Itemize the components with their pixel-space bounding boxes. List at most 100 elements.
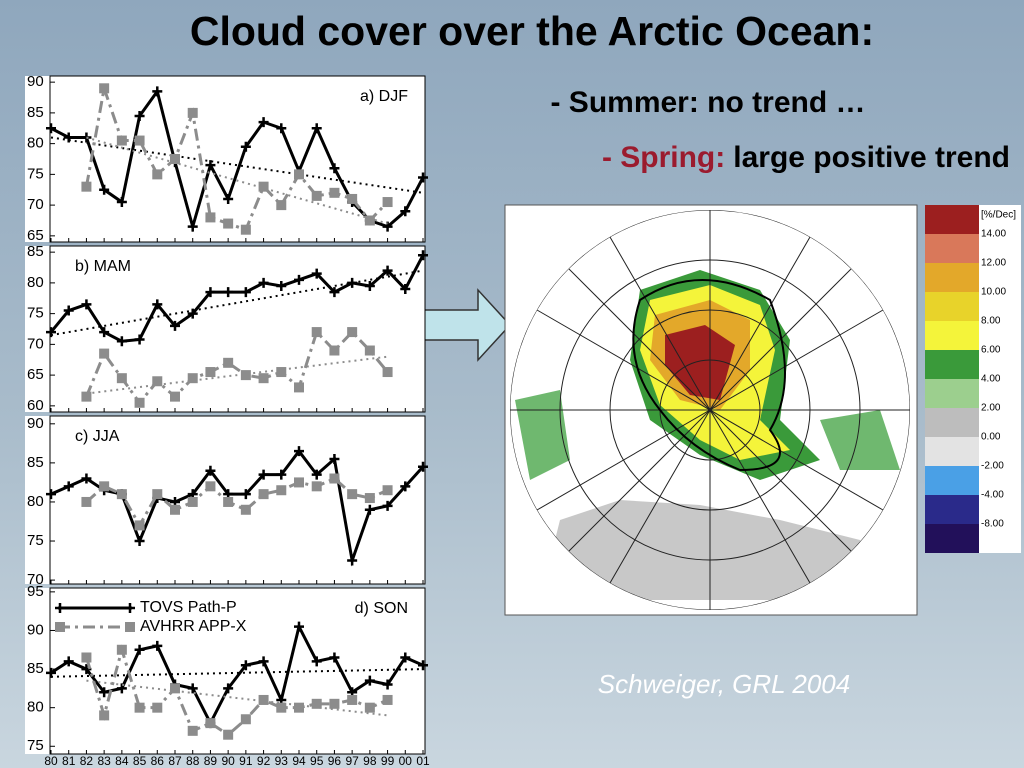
marker [152, 702, 163, 713]
marker [329, 453, 340, 464]
marker [240, 714, 251, 725]
marker [116, 135, 127, 146]
x-tick-label: 00 [399, 754, 413, 768]
trend-line [86, 136, 388, 225]
marker [116, 683, 127, 694]
marker [418, 660, 428, 671]
marker [46, 123, 56, 134]
spring-text: large positive trend [733, 141, 1010, 174]
color-swatch [925, 292, 979, 321]
marker [329, 652, 340, 663]
marker [240, 224, 251, 235]
color-swatch [925, 466, 979, 495]
marker [99, 687, 110, 698]
marker [46, 327, 56, 338]
marker [187, 373, 198, 384]
marker [205, 287, 216, 298]
marker [400, 206, 411, 217]
marker [400, 652, 411, 663]
marker [258, 117, 269, 128]
marker [134, 334, 145, 345]
map [504, 204, 918, 616]
marker [134, 110, 145, 121]
marker [187, 496, 198, 507]
marker [81, 496, 92, 507]
marker [63, 656, 74, 667]
series-line [84, 644, 389, 737]
x-tick-label: 88 [186, 754, 200, 768]
marker [240, 504, 251, 515]
marker [99, 83, 110, 94]
marker [329, 698, 340, 709]
marker [205, 212, 216, 223]
marker [99, 481, 110, 492]
x-tick-label: 82 [80, 754, 94, 768]
marker [382, 485, 393, 496]
color-swatch [925, 408, 979, 437]
colorbar-label: 14.00 [981, 229, 1006, 240]
marker [81, 299, 92, 310]
x-tick-label: 89 [204, 754, 218, 768]
y-tick-label: 75 [27, 737, 44, 754]
marker [276, 469, 287, 480]
x-tick-label: 84 [115, 754, 129, 768]
plot-area [49, 415, 426, 585]
marker [418, 250, 428, 261]
marker [223, 287, 234, 298]
y-tick-label: 75 [27, 305, 44, 322]
marker [152, 86, 163, 97]
marker [294, 702, 304, 713]
marker [134, 397, 145, 408]
marker [63, 481, 74, 492]
marker [382, 679, 393, 690]
map-fill [510, 210, 910, 610]
x-tick-label: 94 [292, 754, 306, 768]
marker [134, 536, 145, 547]
marker [205, 160, 216, 171]
marker [63, 132, 74, 143]
marker [311, 469, 322, 480]
marker [99, 348, 110, 359]
marker [311, 698, 322, 709]
marker [116, 644, 127, 655]
marker [81, 652, 92, 663]
label-strip [25, 416, 50, 584]
series-line [50, 622, 424, 727]
marker [134, 520, 145, 531]
marker [63, 305, 74, 316]
marker [294, 274, 304, 285]
marker [382, 694, 393, 705]
marker [311, 123, 322, 134]
label-strip [25, 588, 50, 754]
x-tick-label: 92 [257, 754, 271, 768]
colorbar-label: -4.00 [981, 490, 1004, 501]
trend-line [50, 668, 424, 678]
marker [223, 218, 234, 229]
legend-label: AVHRR APP-X [140, 618, 247, 635]
marker [258, 373, 269, 384]
y-tick-label: 70 [27, 196, 44, 213]
marker [152, 640, 163, 651]
x-tick-label: 97 [345, 754, 359, 768]
marker [400, 284, 411, 295]
panel-label: b) MAM [75, 258, 131, 275]
marker [347, 193, 358, 204]
x-tick-label: 81 [62, 754, 76, 768]
marker [46, 667, 56, 678]
x-tick-label: 99 [381, 754, 395, 768]
marker [116, 336, 127, 347]
y-tick-label: 80 [27, 699, 44, 716]
marker [311, 481, 322, 492]
panel-label: c) JJA [75, 428, 120, 445]
color-swatch [925, 524, 979, 553]
color-swatch [925, 205, 979, 234]
marker [294, 382, 304, 393]
y-tick-label: 80 [27, 274, 44, 291]
marker [311, 268, 322, 279]
marker [152, 169, 163, 180]
colorbar-label: 8.00 [981, 316, 1001, 327]
marker [187, 725, 198, 736]
colorbar-label: 4.00 [981, 374, 1001, 385]
